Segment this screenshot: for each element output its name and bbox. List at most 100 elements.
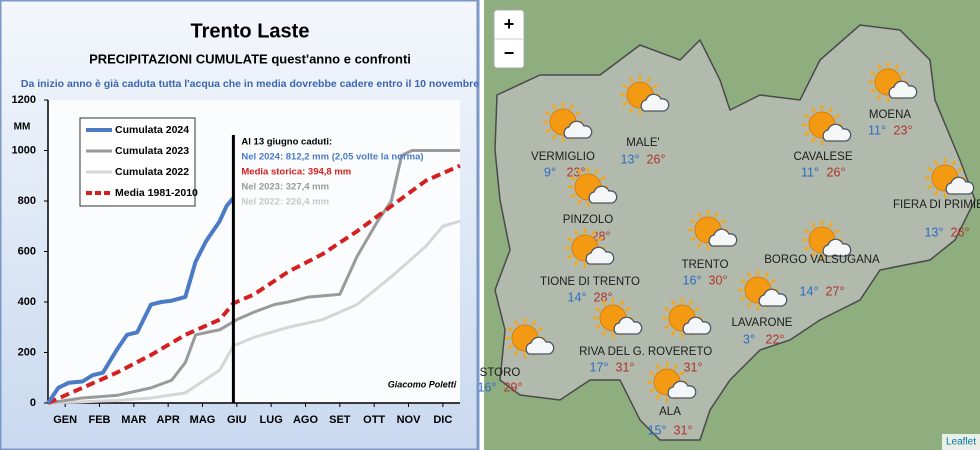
cloud (525, 336, 555, 355)
x-tick-label: GIU (227, 414, 247, 426)
sun-ray (594, 169, 600, 175)
sun-ray (551, 134, 557, 140)
sun-ray (927, 184, 933, 190)
sun-ray (670, 330, 676, 336)
legend-label: Cumulata 2023 (115, 145, 189, 157)
sun-ray (688, 300, 694, 306)
sun-ray (649, 388, 655, 394)
sun-ray (696, 212, 702, 218)
sun-ray (810, 222, 816, 228)
city-name: RIVA DEL G. (579, 346, 645, 358)
sun-ray (690, 236, 696, 242)
sun-ray (622, 101, 628, 107)
weather-icon (620, 75, 670, 115)
sun-ray (933, 190, 939, 196)
weather-icon (568, 167, 618, 207)
sun-ray (655, 394, 661, 400)
legend-label: Media 1981-2010 (115, 187, 198, 199)
temp-min: 15° (648, 423, 667, 437)
city-name: PINZOLO (563, 214, 614, 226)
sun-ray (951, 160, 957, 166)
city-name: CAVALESE (793, 151, 852, 163)
sun-ray (720, 218, 726, 224)
sun-ray (870, 70, 876, 76)
sun-ray (664, 324, 670, 330)
city-name: TRENTO (681, 259, 728, 271)
city-name: STORO (480, 367, 521, 379)
sun-ray (567, 236, 573, 242)
sun-ray (746, 302, 752, 308)
cloud (708, 228, 738, 247)
sun-ray (894, 64, 900, 70)
y-tick-label: 0 (30, 397, 36, 409)
weather-icon (925, 158, 975, 198)
temp-max: 31° (684, 360, 703, 374)
temp-min: 14° (800, 284, 819, 298)
sun-ray (740, 296, 746, 302)
sun-ray (927, 166, 933, 172)
city-name: TIONE DI TRENTO (540, 276, 640, 288)
sun-ray (601, 300, 607, 306)
sun-ray (828, 107, 834, 113)
temp-max: 26° (827, 165, 846, 179)
temp-min: 9° (544, 165, 556, 179)
x-tick-label: LUG (260, 414, 283, 426)
cloud (945, 176, 975, 195)
sun-ray (551, 104, 557, 110)
cloud (613, 316, 643, 335)
sun-ray (573, 260, 579, 266)
attribution[interactable]: Leaflet (946, 437, 976, 448)
y-tick-label: 1000 (12, 144, 36, 156)
temp-min: 17° (590, 360, 609, 374)
sun-ray (652, 83, 658, 89)
city-name: LAVARONE (732, 317, 793, 329)
sun-ray (694, 306, 700, 312)
sun-ray (664, 306, 670, 312)
cloud (822, 238, 852, 257)
weather-icon (565, 228, 615, 268)
x-tick-label: DIC (433, 414, 452, 426)
temp-max: 22° (766, 332, 785, 346)
sun-ray (622, 83, 628, 89)
sun-ray (670, 300, 676, 306)
temp-min: 13° (621, 152, 640, 166)
city-name: ROVERETO (648, 346, 712, 358)
annotation: Nel 2022: 226,4 mm (241, 197, 329, 208)
sun-ray (876, 94, 882, 100)
sun-ray (646, 77, 652, 83)
sun-ray (595, 306, 601, 312)
cloud (758, 288, 788, 307)
signature: Giacomo Poletti (388, 379, 457, 389)
attribution-box (942, 434, 980, 450)
annotation: Media storica: 394,8 mm (241, 167, 351, 178)
sun-ray (834, 228, 840, 234)
zoom-in[interactable]: + (504, 14, 515, 34)
sun-ray (810, 137, 816, 143)
temp-max: 26° (951, 225, 970, 239)
sun-ray (575, 110, 581, 116)
y-tick-label: 200 (18, 346, 36, 358)
sun-ray (804, 113, 810, 119)
x-tick-label: OTT (363, 414, 385, 426)
sun-ray (569, 104, 575, 110)
cloud (888, 80, 918, 99)
zoom-out[interactable]: − (504, 43, 515, 63)
sun-ray (628, 77, 634, 83)
annotation: Al 13 giugno caduti: (241, 137, 332, 148)
sun-ray (570, 175, 576, 181)
temp-max: 31° (616, 360, 635, 374)
cloud (822, 123, 852, 142)
sun-ray (746, 272, 752, 278)
temp-min: 11° (801, 165, 819, 179)
x-tick-label: GEN (53, 414, 77, 426)
sun-ray (957, 166, 963, 172)
sun-ray (595, 324, 601, 330)
sun-ray (834, 113, 840, 119)
city-name: BORGO VALSUGANA (764, 254, 880, 266)
sun-ray (804, 228, 810, 234)
sun-ray (573, 230, 579, 236)
x-tick-label: APR (157, 414, 180, 426)
x-tick-label: NOV (397, 414, 422, 426)
sun-ray (537, 326, 543, 332)
